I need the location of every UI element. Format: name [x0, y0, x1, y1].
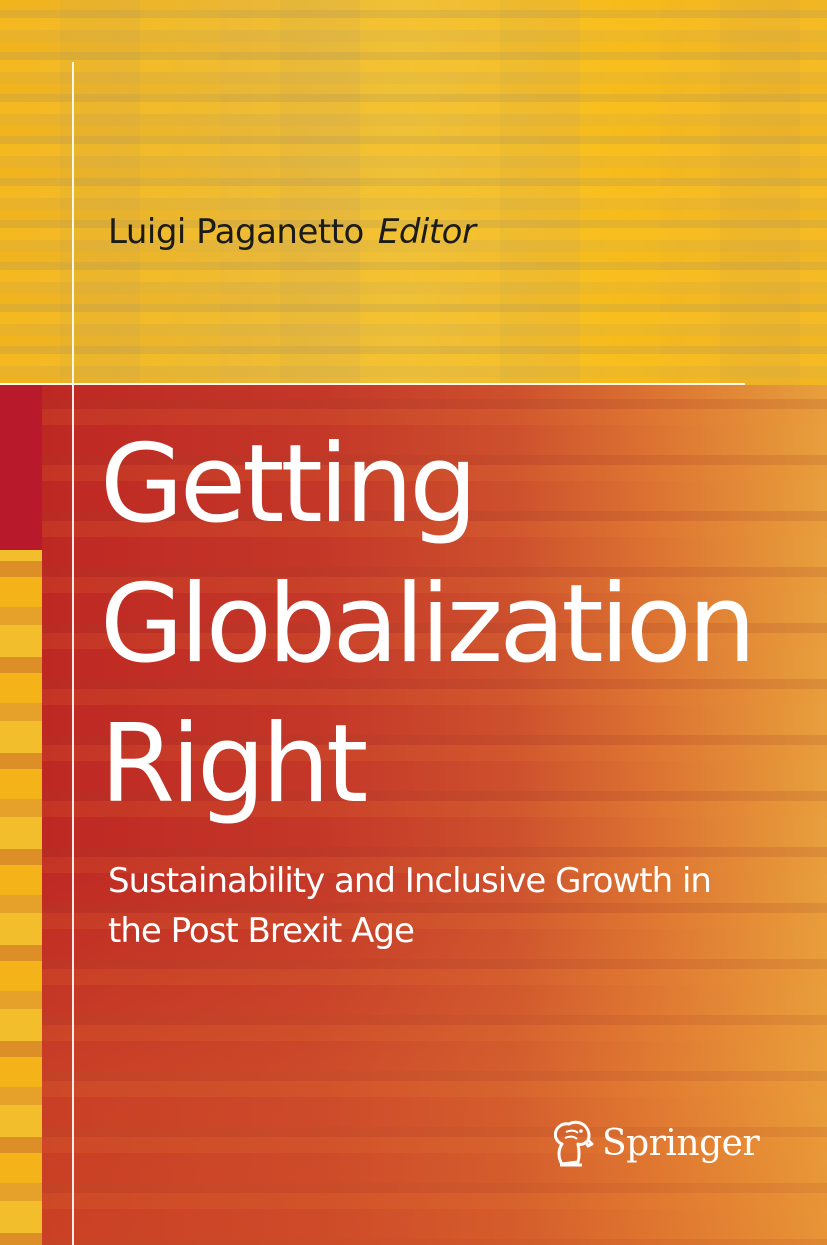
vertical-rule	[72, 62, 74, 1245]
subtitle-line-1: Sustainability and Inclusive Growth in	[108, 861, 712, 901]
book-subtitle: Sustainability and Inclusive Growth in t…	[108, 856, 798, 956]
editor-role: Editor	[377, 212, 476, 252]
publisher-logo: Springer	[548, 1118, 760, 1168]
subtitle-line-2: the Post Brexit Age	[108, 911, 415, 951]
main-color-band	[42, 385, 827, 1245]
title-line-1: Getting	[100, 422, 478, 547]
top-color-band	[0, 0, 827, 385]
title-line-3: Right	[100, 702, 368, 827]
book-title: Getting Globalization Right	[100, 415, 800, 835]
left-red-block	[0, 385, 42, 550]
editor-credit: Luigi Paganetto Editor	[108, 212, 476, 252]
horizontal-rule	[0, 383, 745, 385]
publisher-name: Springer	[602, 1122, 760, 1164]
title-line-2: Globalization	[100, 562, 756, 687]
springer-horse-icon	[548, 1118, 594, 1168]
editor-name: Luigi Paganetto	[108, 212, 364, 252]
